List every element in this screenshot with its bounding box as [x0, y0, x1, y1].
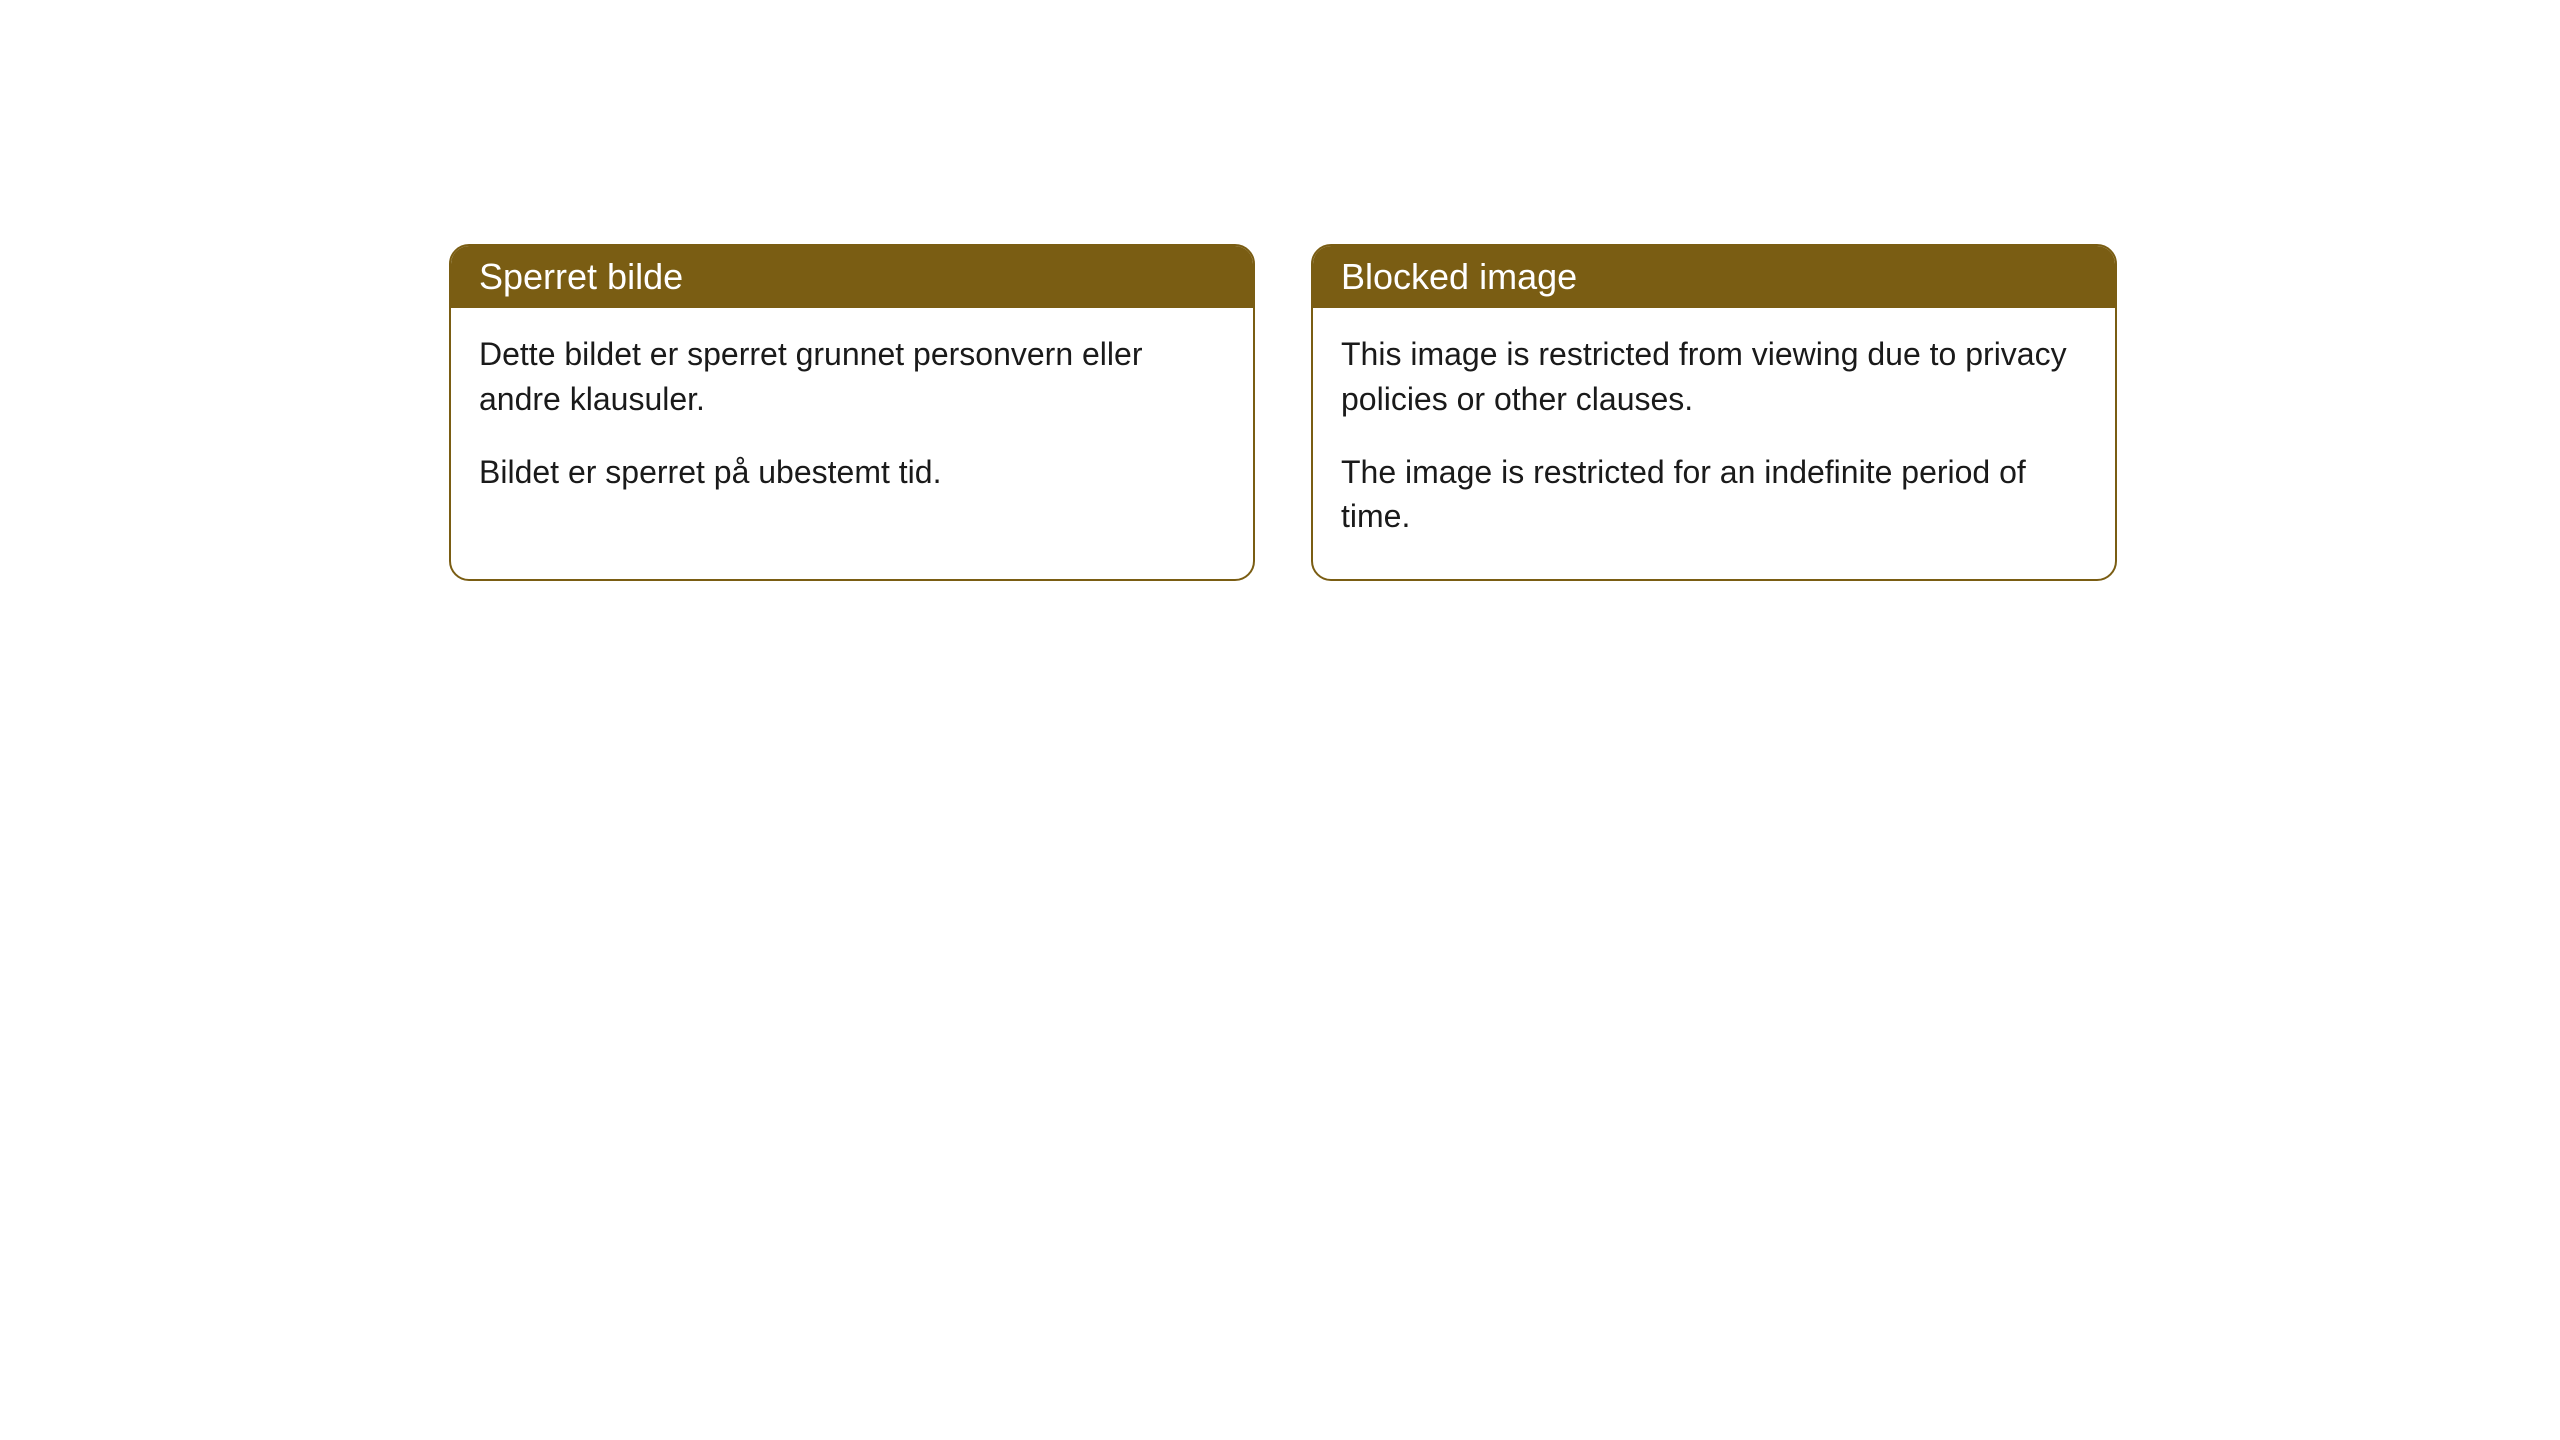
notice-title: Sperret bilde	[479, 256, 683, 297]
notice-paragraph: The image is restricted for an indefinit…	[1341, 450, 2087, 540]
notice-paragraph: Dette bildet er sperret grunnet personve…	[479, 332, 1225, 422]
notice-card-norwegian: Sperret bilde Dette bildet er sperret gr…	[449, 244, 1255, 581]
notice-title: Blocked image	[1341, 256, 1577, 297]
notice-header-english: Blocked image	[1313, 246, 2115, 308]
notice-paragraph: Bildet er sperret på ubestemt tid.	[479, 450, 1225, 495]
notice-body-norwegian: Dette bildet er sperret grunnet personve…	[451, 308, 1253, 534]
notice-paragraph: This image is restricted from viewing du…	[1341, 332, 2087, 422]
notice-container: Sperret bilde Dette bildet er sperret gr…	[449, 244, 2117, 581]
notice-body-english: This image is restricted from viewing du…	[1313, 308, 2115, 579]
notice-card-english: Blocked image This image is restricted f…	[1311, 244, 2117, 581]
notice-header-norwegian: Sperret bilde	[451, 246, 1253, 308]
